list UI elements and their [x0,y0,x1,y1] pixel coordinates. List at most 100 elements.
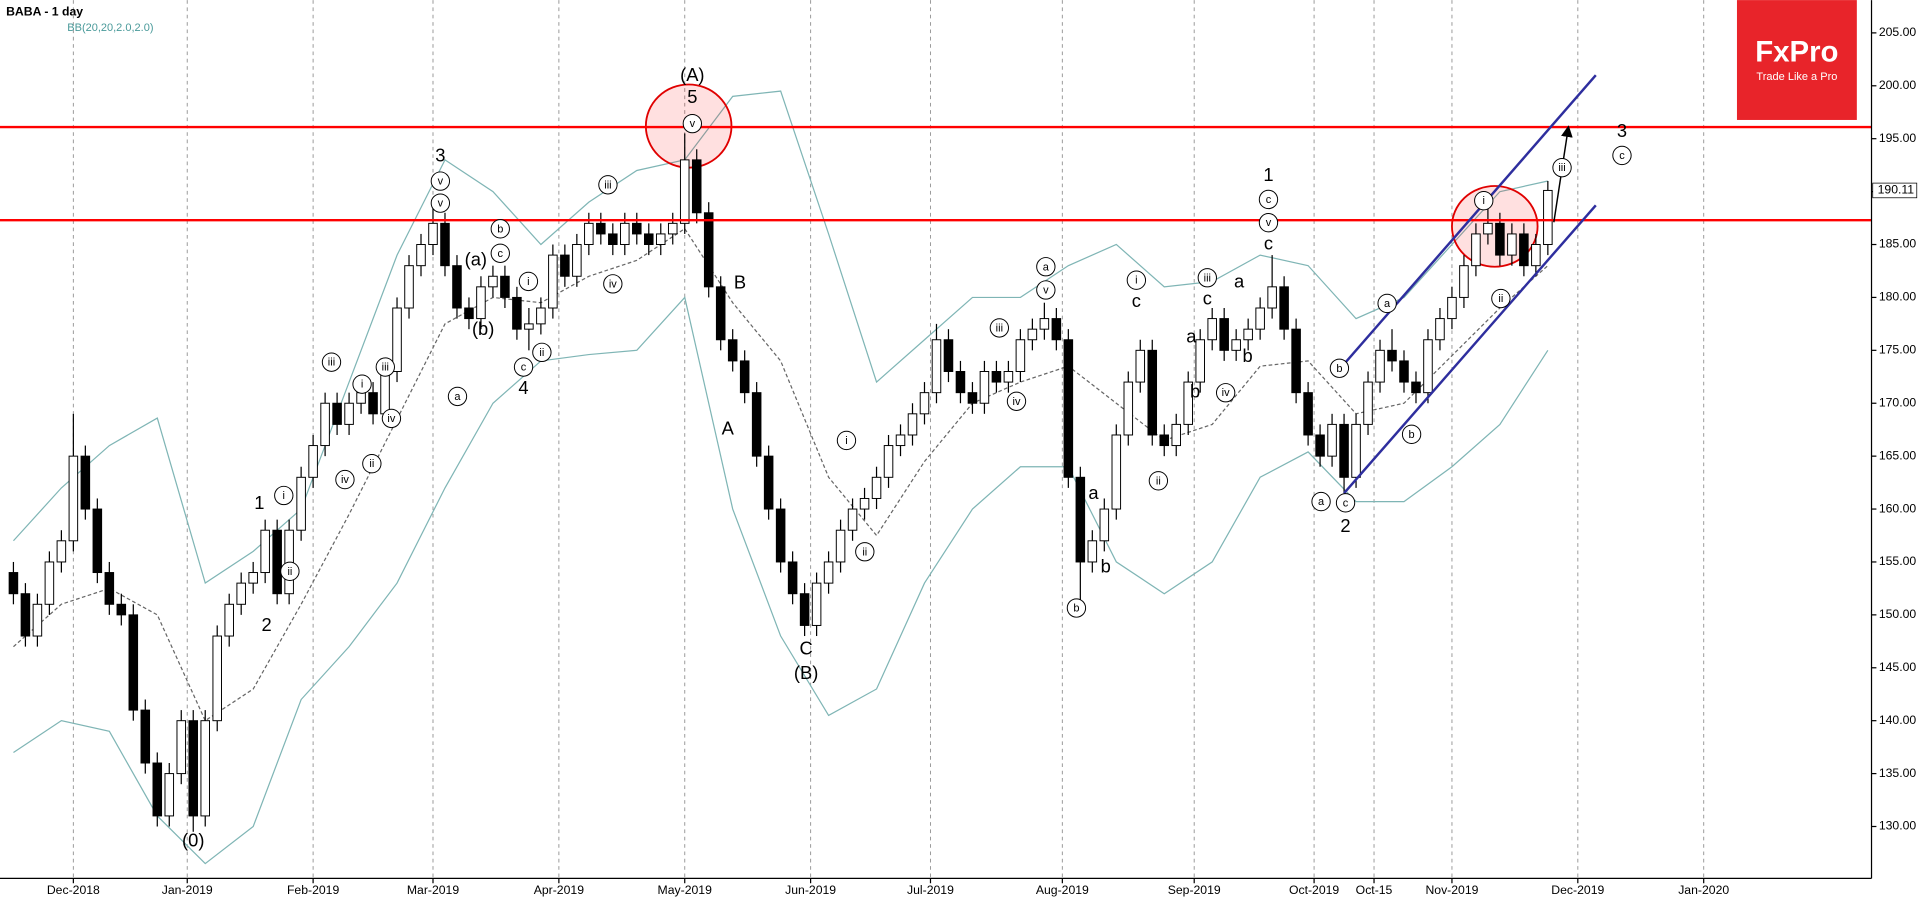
wave-label: v [1043,285,1049,297]
candle-body [1087,540,1098,563]
y-tick-label: 200.00 [1879,78,1917,92]
x-tick-label: Dec-2018 [47,883,100,897]
candle-body [1399,360,1409,383]
wave-label: 1 [254,492,264,513]
y-tick-label: 145.00 [1879,660,1917,674]
wave-label: a [1384,298,1391,310]
candle-body [404,265,414,309]
candle-body [632,222,642,235]
wave-label: b [1101,555,1111,576]
x-tick-label: Feb-2019 [287,883,340,897]
candle-body [584,222,594,246]
candle-body [739,360,750,394]
candle-body [787,561,798,595]
wave-circle [1474,191,1494,211]
wave-label: ii [369,458,374,470]
wave-label: ii [539,347,544,359]
wave-label: c [521,362,527,374]
candle-body [308,445,318,478]
x-tick-label: Apr-2019 [534,883,584,897]
wave-circle [1401,424,1422,444]
wave-circle [490,243,510,263]
candle-body [1303,392,1313,436]
wave-label: iii [1558,162,1565,174]
x-tick-label: Jul-2019 [907,883,954,897]
wave-label: iv [341,474,349,486]
wave-label: iv [1222,387,1230,399]
wave-label: ii [862,546,867,558]
wave-label: 3 [1617,120,1627,141]
wave-label: 5 [687,86,697,107]
candle-body [548,254,558,309]
y-tick-label: 130.00 [1879,819,1917,833]
candle-body [1171,423,1182,447]
candle-body [979,371,990,404]
candle-body [128,614,139,711]
candle-body [1195,339,1205,383]
candle-body [763,455,774,510]
y-tick-label: 165.00 [1879,448,1917,462]
candle-body [524,323,534,330]
candle-body [1231,339,1241,351]
y-tick-label: 140.00 [1879,713,1917,727]
candle-body [1243,328,1253,341]
x-tick-label: May-2019 [658,883,713,897]
wave-circle [532,342,552,363]
wave-label: (b) [472,318,494,339]
candle-body [679,159,690,224]
channel-line [1343,74,1597,365]
candle-body [811,582,822,626]
x-tick-label: Mar-2019 [407,883,459,897]
wave-label: iii [604,179,611,191]
candle-body [560,254,570,277]
wave-circle [1036,280,1056,300]
candle-body [56,540,67,563]
candle-body [871,476,882,499]
candle-body [440,222,450,267]
candle-body [332,402,342,425]
candle-body [1363,381,1373,425]
wave-label: iii [382,362,389,374]
brand-logo [1736,0,1857,120]
candle-body [1327,423,1337,457]
wave-circle [335,469,355,490]
x-tick-label: Aug-2019 [1036,883,1089,897]
wave-label: 2 [1340,515,1350,536]
candle-body [667,222,678,235]
candle-body [1423,339,1433,394]
wave-circle [1491,288,1511,309]
wave-circle [375,357,395,377]
wave-circle [274,485,294,506]
candle-body [1543,189,1553,246]
candle-body [703,212,714,288]
wave-label: c [1132,290,1141,311]
candle-body [883,445,894,478]
channel-line [1343,204,1597,494]
wave-circle [1552,157,1572,178]
wave-circle [280,561,300,581]
candle-body [464,307,474,320]
wave-circle [1006,391,1027,411]
wave-label: a [1234,270,1245,291]
wave-label: a [1088,482,1099,503]
candle-body [1123,381,1134,436]
wave-label: 3 [435,144,445,165]
candle-body [1459,265,1469,298]
last-price-box [1872,182,1918,199]
candle-body [44,561,55,605]
wave-label: A [722,417,735,438]
candle-body [1495,222,1505,256]
wave-circle [989,318,1010,338]
candle-body [823,561,834,584]
wave-label: iv [1013,396,1021,408]
candle-body [727,339,738,362]
wave-label: c [1203,288,1212,309]
wave-label: c [1264,233,1273,254]
x-tick-label: Jan-2019 [162,883,213,897]
candle-body [931,339,942,394]
candle-body [919,392,930,415]
candle-body [356,392,366,404]
wave-label: c [1343,497,1349,509]
